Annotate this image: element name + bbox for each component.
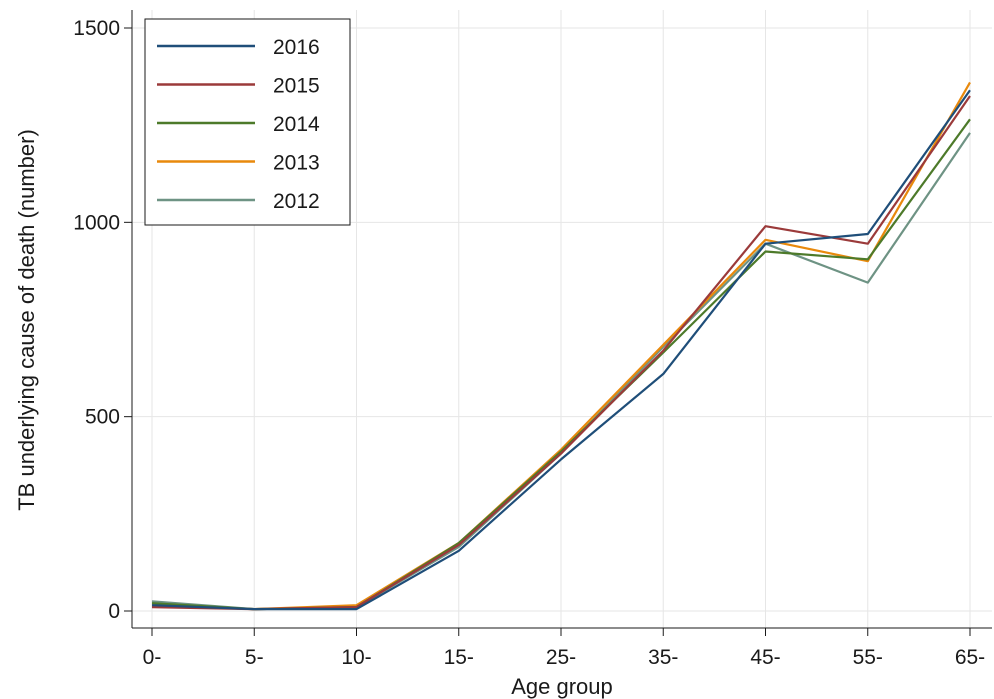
legend-label-2016: 2016 [273, 36, 320, 59]
legend: 2016 2015 2014 2013 2012 [144, 18, 351, 226]
x-tick-label: 65- [955, 646, 985, 669]
x-tick-label: 0- [143, 646, 162, 669]
x-axis-title: Age group [511, 674, 613, 699]
legend-label-2012: 2012 [273, 190, 320, 213]
y-tick-label: 0 [108, 600, 120, 623]
x-tick-label: 35- [648, 646, 678, 669]
x-tick-label: 25- [546, 646, 576, 669]
gridlines [132, 10, 992, 628]
x-tick-label: 55- [853, 646, 883, 669]
x-tick-label: 5- [245, 646, 264, 669]
series-lines [151, 81, 971, 611]
legend-label-2014: 2014 [273, 113, 320, 136]
x-tick-label: 10- [341, 646, 371, 669]
x-tick-label: 45- [750, 646, 780, 669]
y-tick-label: 500 [85, 406, 120, 429]
x-tick-label: 15- [444, 646, 474, 669]
legend-label-2013: 2013 [273, 152, 320, 175]
series-line-2016 [151, 89, 971, 611]
axes: 0- 5- 10- 15- 25- 35- 45- 55- 65- 0 500 1000 1500 [73, 10, 992, 669]
legend-label-2015: 2015 [273, 75, 320, 98]
y-tick-label: 1000 [73, 211, 120, 234]
y-axis-title: TB underlying cause of death (number) [14, 129, 39, 511]
y-tick-label: 1500 [73, 17, 120, 40]
